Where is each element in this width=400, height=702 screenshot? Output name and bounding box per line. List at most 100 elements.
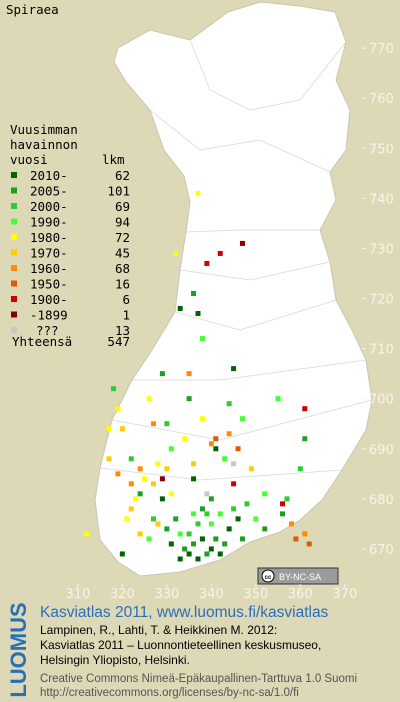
legend-heading: havainnon	[10, 137, 78, 152]
grid-square	[159, 371, 165, 377]
grid-square	[119, 551, 125, 557]
y-tick-label: 750	[369, 142, 394, 157]
grid-square	[302, 531, 308, 537]
grid-square	[239, 416, 245, 422]
grid-square	[231, 506, 237, 512]
grid-square	[186, 371, 192, 377]
grid-square	[204, 260, 210, 266]
grid-square	[155, 461, 161, 467]
grid-square	[231, 481, 237, 487]
grid-square	[222, 456, 228, 462]
grid-square	[168, 541, 174, 547]
legend-label: 2005-	[30, 184, 68, 199]
grid-square	[191, 461, 197, 467]
badge-box	[257, 567, 339, 585]
legend-swatch	[11, 296, 17, 302]
grid-square	[191, 476, 197, 482]
grid-square	[186, 396, 192, 402]
grid-square	[235, 516, 241, 522]
legend-count-heading: lkm	[102, 152, 125, 167]
grid-square	[213, 436, 219, 442]
grid-square	[195, 311, 201, 317]
y-tick-label: 770	[369, 42, 394, 57]
legend-count: 68	[115, 261, 130, 276]
grid-square	[142, 476, 148, 482]
y-tick-label: 760	[369, 92, 394, 107]
grid-square	[302, 436, 308, 442]
legend-label: 1970-	[30, 246, 68, 261]
grid-square	[297, 466, 303, 472]
grid-square	[115, 406, 121, 412]
grid-square	[226, 431, 232, 437]
x-tick-label: 370	[332, 587, 357, 602]
grid-square	[177, 531, 183, 537]
grid-square	[231, 366, 237, 372]
grid-square	[191, 291, 197, 297]
legend-count: 62	[115, 168, 130, 183]
legend-swatch	[11, 172, 17, 178]
grid-square	[128, 506, 134, 512]
grid-square	[239, 536, 245, 542]
atlas-link: Kasviatlas 2011, www.luomus.fi/kasviatla…	[40, 604, 329, 621]
grid-square	[84, 531, 90, 537]
grid-square	[239, 240, 245, 246]
y-tick-label: 690	[369, 443, 394, 458]
legend-count: 101	[107, 184, 130, 199]
grid-square	[186, 531, 192, 537]
grid-square	[199, 506, 205, 512]
legend-swatch	[11, 280, 17, 287]
x-tick-label: 320	[110, 587, 135, 602]
y-tick-label: 710	[369, 343, 394, 358]
legend-label: 1900-	[30, 292, 68, 307]
grid-square	[124, 516, 130, 522]
legend-count: 69	[115, 199, 130, 214]
grid-square	[159, 496, 165, 502]
grid-square	[253, 516, 259, 522]
badge-icon-text: cc	[265, 575, 272, 581]
grid-square	[213, 536, 219, 542]
x-tick-label: 350	[243, 587, 268, 602]
grid-square	[208, 441, 214, 447]
grid-square	[146, 536, 152, 542]
legend-swatch	[11, 187, 17, 194]
x-tick-label: 310	[65, 587, 90, 602]
grid-square	[191, 511, 197, 517]
grid-square	[106, 426, 112, 432]
grid-square	[208, 521, 214, 527]
grid-square	[115, 471, 121, 477]
grid-square	[222, 541, 228, 547]
grid-square	[128, 456, 134, 462]
grid-square	[133, 496, 139, 502]
y-tick-label: 740	[369, 192, 394, 207]
land-outline	[94, 1, 373, 577]
grid-square	[235, 446, 241, 452]
legend-label: 1990-	[30, 215, 68, 230]
legend-count: 94	[115, 215, 130, 230]
grid-square	[191, 541, 197, 547]
brand-logo: LUOMUS	[6, 602, 31, 697]
legend-label: 2000-	[30, 199, 68, 214]
badge-text: BY-NC-SA	[279, 572, 321, 582]
grid-square	[204, 491, 210, 497]
grid-square	[155, 521, 161, 527]
grid-square	[182, 546, 188, 552]
grid-square	[168, 446, 174, 452]
grid-square	[195, 556, 201, 562]
x-tick-label: 340	[199, 587, 224, 602]
legend-count: 16	[115, 277, 130, 292]
legend-count: 1	[122, 308, 130, 323]
grid-square	[159, 476, 165, 482]
species-title: Spiraea	[6, 2, 59, 17]
license-line: Creative Commons Nimeä-Epäkaupallinen-Ta…	[40, 673, 357, 685]
y-tick-label: 680	[369, 493, 394, 508]
grid-square	[173, 250, 179, 256]
grid-square	[204, 551, 210, 557]
grid-square	[217, 551, 223, 557]
grid-square	[199, 536, 205, 542]
grid-square	[177, 306, 183, 312]
grid-square	[208, 496, 214, 502]
legend-label: 2010-	[30, 168, 68, 183]
citation-line: Helsingin Yliopisto, Helsinki.	[40, 653, 190, 667]
